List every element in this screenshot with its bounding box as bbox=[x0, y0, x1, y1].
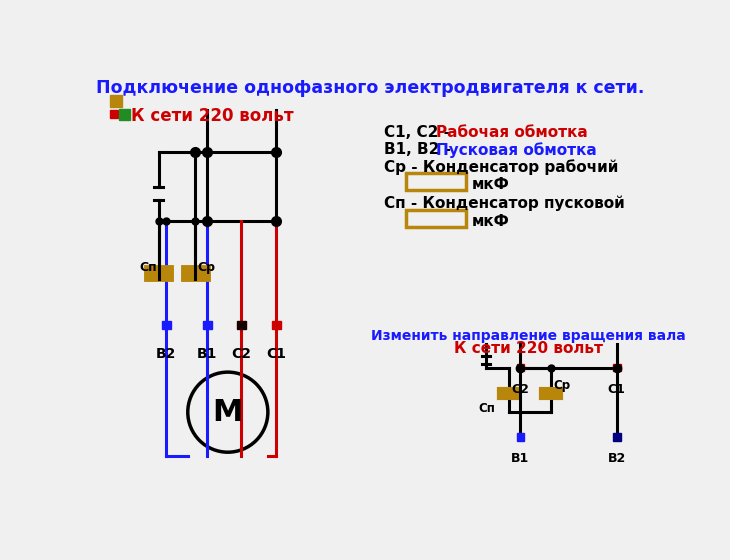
Bar bbox=[406, 172, 466, 190]
Bar bbox=[119, 109, 130, 119]
Bar bbox=[272, 320, 281, 329]
Text: С1: С1 bbox=[266, 347, 286, 361]
Text: В1: В1 bbox=[197, 347, 218, 361]
Text: С2: С2 bbox=[231, 347, 251, 361]
Text: Сп: Сп bbox=[139, 261, 157, 274]
Text: В1, В2 -: В1, В2 - bbox=[384, 142, 456, 157]
Bar bbox=[110, 95, 123, 108]
Text: Пусковая обмотка: Пусковая обмотка bbox=[437, 142, 597, 157]
Text: мкФ: мкФ bbox=[472, 214, 510, 229]
Bar bbox=[517, 433, 524, 441]
Bar bbox=[162, 320, 171, 329]
Bar bbox=[203, 320, 212, 329]
Text: С2: С2 bbox=[512, 383, 529, 396]
Text: Изменить направление вращения вала: Изменить направление вращения вала bbox=[371, 329, 685, 343]
Bar bbox=[612, 433, 620, 441]
Text: Рабочая обмотка: Рабочая обмотка bbox=[437, 125, 588, 140]
Text: К сети 220 вольт: К сети 220 вольт bbox=[131, 108, 293, 125]
Text: В2: В2 bbox=[156, 347, 177, 361]
Text: Ср: Ср bbox=[198, 261, 216, 274]
Bar bbox=[612, 363, 620, 371]
Text: В1: В1 bbox=[511, 452, 529, 465]
Text: М: М bbox=[212, 398, 243, 427]
Bar bbox=[110, 110, 118, 118]
Bar bbox=[517, 363, 524, 371]
Text: Сп - Конденсатор пусковой: Сп - Конденсатор пусковой bbox=[384, 196, 625, 211]
Text: мкФ: мкФ bbox=[472, 178, 510, 192]
Text: Ср: Ср bbox=[553, 379, 571, 392]
Text: Ср - Конденсатор рабочий: Ср - Конденсатор рабочий bbox=[384, 159, 618, 175]
Text: В2: В2 bbox=[607, 452, 626, 465]
Bar bbox=[237, 320, 245, 329]
Text: Сп: Сп bbox=[478, 402, 495, 415]
Text: Подключение однофазного электродвигателя к сети.: Подключение однофазного электродвигателя… bbox=[96, 79, 645, 97]
Text: С1, С2 -: С1, С2 - bbox=[384, 125, 456, 140]
Bar bbox=[406, 209, 466, 227]
Text: С1: С1 bbox=[608, 383, 626, 396]
Text: К сети 220 вольт: К сети 220 вольт bbox=[453, 341, 603, 356]
